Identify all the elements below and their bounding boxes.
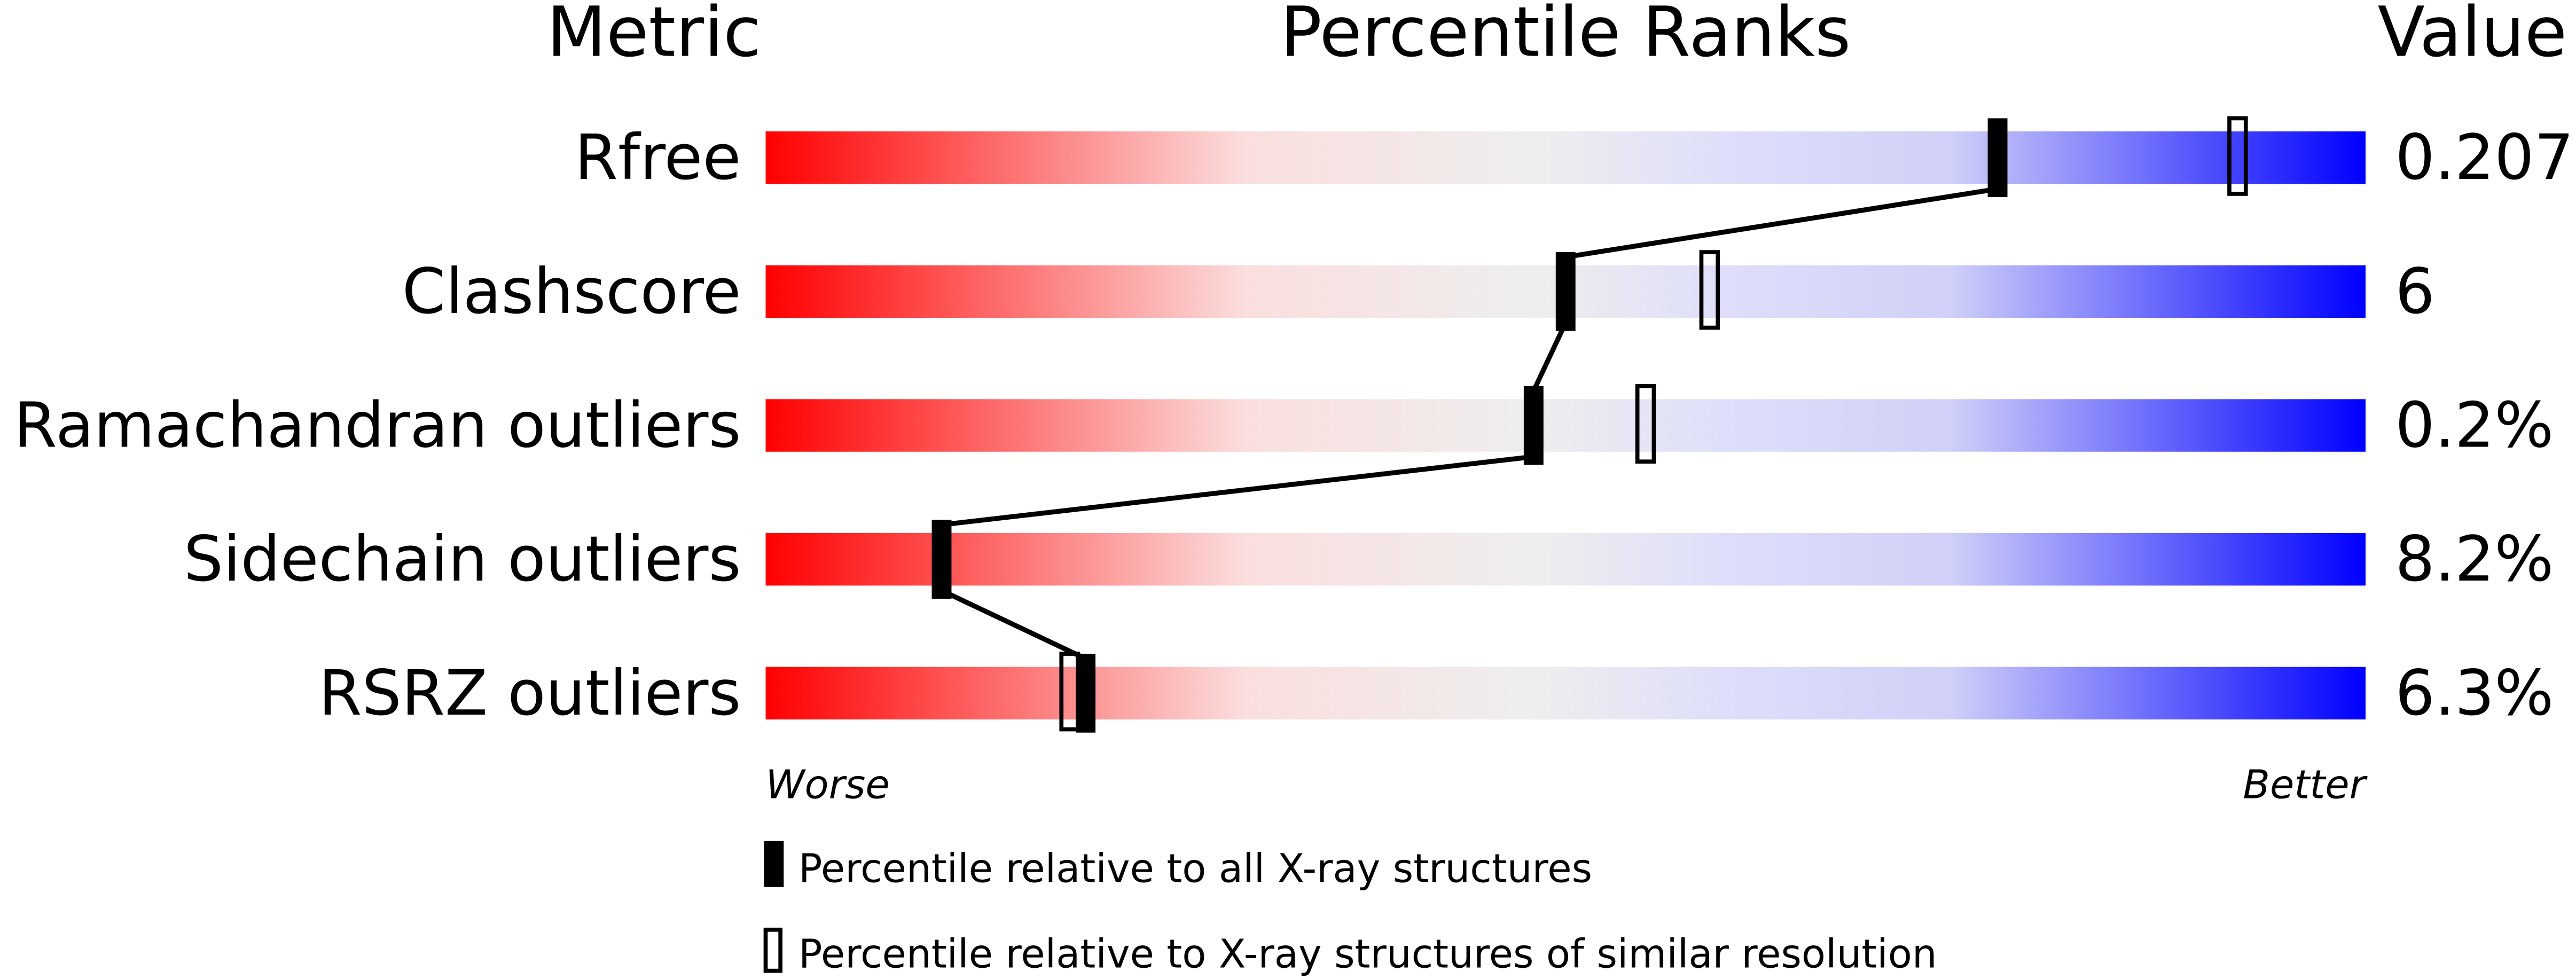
legend-label-similar: Percentile relative to X-ray structures … <box>798 931 1937 977</box>
metric-value: 0.2% <box>2395 389 2554 462</box>
connector-line <box>941 454 1534 528</box>
header-percentile-ranks: Percentile Ranks <box>1280 0 1851 73</box>
metric-label: RSRZ outliers <box>318 657 741 730</box>
connector-line <box>1565 186 1998 260</box>
marker-all-structures <box>1076 654 1096 733</box>
header-value: Value <box>2378 0 2567 73</box>
metric-label: Clashscore <box>402 255 741 328</box>
metric-label: Sidechain outliers <box>184 523 741 596</box>
metric-value: 6 <box>2395 255 2434 328</box>
marker-all-structures <box>1555 252 1576 331</box>
connector-line <box>1531 322 1568 392</box>
metric-label: Rfree <box>575 121 741 194</box>
metric-value: 6.3% <box>2395 657 2554 730</box>
legend-filled-marker <box>764 841 784 887</box>
marker-all-structures <box>931 520 952 599</box>
marker-all-structures <box>1523 386 1544 465</box>
metric-value: 0.207 <box>2395 121 2574 194</box>
legend-label-all: Percentile relative to all X-ray structu… <box>798 846 1592 892</box>
percentile-bar <box>765 667 2366 720</box>
metric-label: Ramachandran outliers <box>13 389 741 462</box>
marker-all-structures <box>1987 118 2008 198</box>
percentile-bar <box>765 533 2366 586</box>
percentile-bar <box>765 131 2366 184</box>
connector-line <box>941 588 1087 661</box>
percentile-bar <box>765 399 2366 452</box>
marker-similar-resolution <box>1699 250 1720 330</box>
axis-worse-label: Worse <box>765 762 889 808</box>
marker-similar-resolution <box>2227 116 2248 196</box>
axis-better-label: Better <box>2243 762 2368 808</box>
header-metric: Metric <box>547 0 762 73</box>
legend-open-marker <box>763 927 783 973</box>
marker-similar-resolution <box>1635 383 1656 464</box>
metric-value: 8.2% <box>2395 523 2554 596</box>
